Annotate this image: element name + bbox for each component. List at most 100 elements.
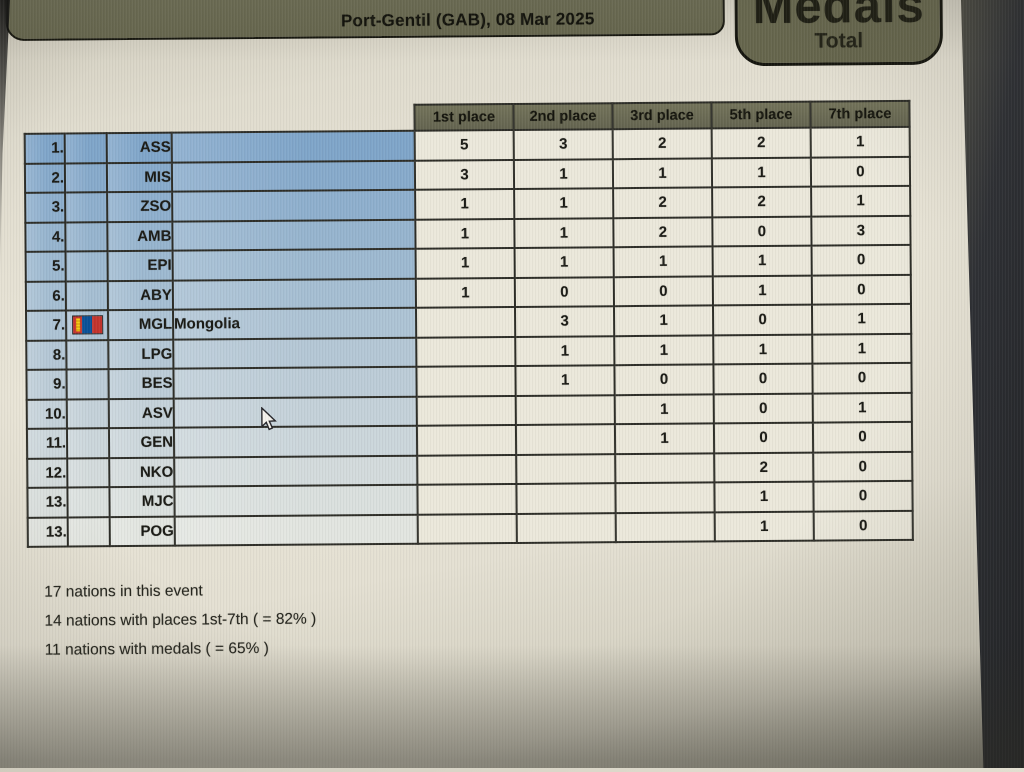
rank-cell: 10. [26,399,67,429]
place-count-cell: 1 [712,245,812,276]
place-count-cell: 1 [415,247,515,279]
place-count-cell: 0 [811,244,911,276]
place-count-cell [417,513,517,544]
place-count-cell: 5 [414,129,514,161]
nation-name-cell [174,514,418,546]
nation-name-cell [174,455,418,487]
place-count-cell: 2 [712,186,812,217]
place-count-cell [416,424,517,456]
flag-cell [64,162,108,193]
place-count-cell [516,453,616,484]
summary-nations-placed: 14 nations with places 1st-7th ( = 82% ) [44,610,317,630]
place-count-cell [615,511,715,543]
rank-cell: 8. [26,340,67,370]
nation-code-cell: POG [109,516,175,547]
place-count-cell: 1 [415,277,515,308]
rank-cell: 13. [27,516,68,547]
place-count-cell: 2 [613,216,713,248]
place-count-cell [515,424,616,455]
place-count-cell [516,512,616,543]
flag-cell [65,280,109,311]
flag-cell [67,487,110,517]
place-count-cell [416,365,516,397]
flag-cell [65,192,108,223]
place-count-cell: 1 [613,246,713,277]
table-row: 13. POG 1 0 [27,510,913,547]
place-count-cell: 0 [713,363,813,394]
place-count-cell: 1 [714,511,814,542]
place-count-cell: 0 [811,274,911,305]
place-count-cell: 3 [513,129,613,160]
place-count-cell [417,454,517,485]
place-count-cell: 0 [813,480,913,512]
place-count-cell: 1 [614,393,714,425]
place-count-cell: 1 [714,481,814,512]
nation-code-cell: ZSO [107,191,173,222]
medals-table: 1st place 2nd place 3rd place 5th place … [23,100,913,548]
nation-name-cell [171,160,416,192]
nation-name-cell [172,248,416,281]
nation-code-cell: MGL [108,309,174,340]
nation-code-cell: MIS [106,162,173,193]
medals-tab-title: Medals [752,0,925,34]
nation-name-cell [172,189,416,222]
rank-cell: 11. [26,428,68,459]
place-count-cell: 0 [713,393,813,424]
nation-name-cell [173,396,417,428]
nation-code-cell: EPI [107,250,173,281]
column-header-3rd-place: 3rd place [612,102,712,130]
nation-name-cell [172,278,417,310]
nation-name-cell [174,484,418,517]
nation-code-cell: BES [108,368,174,399]
flag-cell [66,398,109,429]
medals-tab[interactable]: Medals Total [734,0,944,67]
place-count-cell: 2 [613,187,713,218]
place-count-cell: 0 [514,276,614,307]
place-count-cell [416,306,516,338]
place-count-cell: 0 [712,304,813,335]
flag-cell [67,457,110,488]
place-count-cell: 2 [612,128,712,159]
flag-cell [65,251,108,282]
place-count-cell: 1 [812,333,912,364]
place-count-cell [516,483,616,514]
place-count-cell: 1 [811,303,912,335]
place-count-cell: 1 [614,334,714,366]
soyombo-emblem [75,318,80,332]
location-date-label: Port-Gentil (GAB), 08 Mar 2025 [340,9,595,31]
rank-cell: 6. [25,281,67,311]
nation-name-cell [171,130,415,163]
place-count-cell: 0 [812,362,912,394]
place-count-cell: 1 [415,188,515,220]
place-count-cell: 1 [614,423,715,454]
place-count-cell: 1 [515,335,615,366]
nation-name-cell [173,366,417,399]
place-count-cell: 1 [513,158,614,189]
place-count-cell [515,394,615,425]
place-count-cell: 0 [712,216,812,247]
nation-code-cell: ASV [108,398,174,429]
place-count-cell: 1 [515,365,615,396]
place-count-cell: 0 [713,422,814,453]
nation-code-cell: GEN [108,427,175,458]
nation-code-cell: ASS [106,132,172,163]
place-count-cell [416,336,516,367]
place-count-cell [615,482,715,513]
flag-cell [66,428,110,458]
mouse-cursor-icon [261,406,277,431]
medals-table-body: 1. ASS 5 3 2 2 1 2. MIS 3 1 1 1 0 3. ZSO… [24,126,913,547]
place-count-cell: 0 [613,275,713,307]
flag-cell [66,339,109,370]
nation-name-cell [172,219,416,251]
column-header-2nd-place: 2nd place [513,103,613,130]
column-header-1st-place: 1st place [414,103,514,131]
place-count-cell: 1 [711,157,812,188]
place-count-cell: 0 [813,510,913,541]
flag-cell [64,133,107,164]
nation-code-cell: MJC [109,486,175,517]
place-count-cell: 0 [812,421,913,453]
nation-name-cell [173,425,418,458]
place-count-cell [417,483,517,515]
place-count-cell: 1 [415,218,515,249]
